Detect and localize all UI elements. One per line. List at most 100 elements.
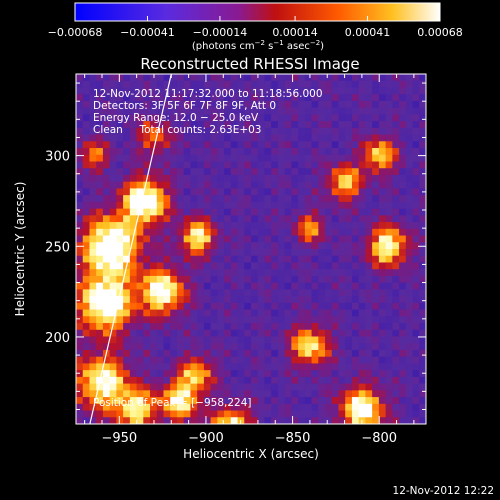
heatmap-cell (176, 336, 185, 344)
heatmap-cell (345, 376, 353, 385)
heatmap-cell (82, 94, 90, 102)
heatmap-cell (358, 100, 366, 109)
heatmap-cell (230, 215, 238, 223)
heatmap-cell (203, 316, 212, 324)
heatmap-cell (271, 127, 279, 135)
heatmap-cell (190, 134, 198, 142)
heatmap-cell (76, 228, 84, 236)
heatmap-cell (217, 397, 225, 405)
heatmap-cell (419, 302, 426, 310)
heatmap-cell (109, 80, 117, 88)
heatmap-cell (163, 222, 171, 230)
heatmap-cell (298, 309, 306, 317)
heatmap-cell (365, 349, 373, 358)
heatmap-cell (230, 329, 238, 337)
heatmap-cell (224, 302, 232, 310)
heatmap-cell (385, 397, 393, 405)
heatmap-cell (244, 343, 252, 351)
heatmap-cell (89, 80, 97, 88)
heatmap-cell (338, 336, 346, 344)
heatmap-cell (358, 363, 366, 371)
heatmap-cell (89, 289, 97, 297)
heatmap-cell (405, 249, 413, 257)
heatmap-cell (351, 363, 360, 371)
heatmap-cell (264, 390, 272, 398)
heatmap-cell (143, 336, 151, 344)
heatmap-cell (150, 329, 158, 337)
heatmap-cell (190, 403, 198, 411)
heatmap-cell (143, 343, 151, 351)
heatmap-cell (298, 80, 306, 88)
heatmap-cell (183, 107, 191, 115)
heatmap-cell (150, 168, 158, 176)
heatmap-cell (217, 134, 225, 142)
heatmap-cell (136, 329, 144, 337)
heatmap-cell (271, 336, 279, 344)
heatmap-cell (102, 148, 111, 156)
heatmap-cell (197, 168, 205, 176)
heatmap-cell (257, 148, 265, 156)
heatmap-cell (378, 390, 387, 398)
heatmap-cell (385, 121, 393, 129)
heatmap-cell (284, 121, 292, 129)
heatmap-cell (203, 269, 212, 277)
heatmap-cell (358, 255, 366, 263)
heatmap-cell (129, 370, 137, 378)
heatmap-cell (190, 289, 198, 297)
heatmap-cell (358, 161, 366, 169)
heatmap-cell (331, 275, 339, 284)
heatmap-cell (109, 242, 117, 250)
heatmap-cell (412, 302, 420, 310)
heatmap-cell (351, 222, 360, 230)
heatmap-cell (109, 195, 117, 203)
heatmap-cell (237, 174, 245, 183)
heatmap-cell (109, 376, 117, 385)
heatmap-cell (102, 195, 111, 203)
heatmap-cell (419, 282, 426, 290)
heatmap-cell (392, 94, 400, 102)
heatmap-cell (170, 222, 178, 230)
heatmap-cell (392, 154, 400, 162)
heatmap-cell (203, 309, 212, 317)
heatmap-cell (183, 403, 191, 411)
heatmap-cell (311, 370, 319, 378)
heatmap-cell (405, 154, 413, 162)
heatmap-cell (116, 114, 124, 122)
heatmap-cell (365, 80, 373, 88)
heatmap-cell (405, 370, 413, 378)
heatmap-cell (136, 410, 144, 418)
heatmap-cell (163, 242, 171, 250)
heatmap-cell (291, 316, 299, 324)
heatmap-cell (109, 269, 117, 277)
heatmap-cell (89, 174, 97, 183)
heatmap-cell (230, 208, 238, 216)
heatmap-cell (203, 114, 212, 122)
heatmap-cell (156, 417, 164, 424)
heatmap-cell (170, 94, 178, 102)
heatmap-cell (89, 383, 97, 391)
heatmap-cell (372, 242, 380, 250)
heatmap-cell (311, 309, 319, 317)
heatmap-cell (311, 383, 319, 391)
heatmap-cell (311, 343, 319, 351)
heatmap-cell (123, 121, 131, 129)
heatmap-cell (129, 349, 137, 358)
heatmap-cell (197, 410, 205, 418)
heatmap-cell (163, 410, 171, 418)
heatmap-cell (203, 390, 212, 398)
heatmap-cell (277, 255, 286, 263)
heatmap-cell (203, 343, 212, 351)
heatmap-cell (378, 168, 387, 176)
heatmap-cell (156, 296, 164, 304)
heatmap-cell (405, 215, 413, 223)
heatmap-cell (257, 107, 265, 115)
heatmap-cell (277, 148, 286, 156)
heatmap-cell (224, 154, 232, 162)
heatmap-cell (392, 222, 400, 230)
heatmap-cell (76, 403, 84, 411)
heatmap-cell (325, 127, 333, 135)
heatmap-cell (89, 201, 97, 210)
heatmap-cell (264, 363, 272, 371)
heatmap-cell (372, 309, 380, 317)
heatmap-cell (203, 174, 212, 183)
